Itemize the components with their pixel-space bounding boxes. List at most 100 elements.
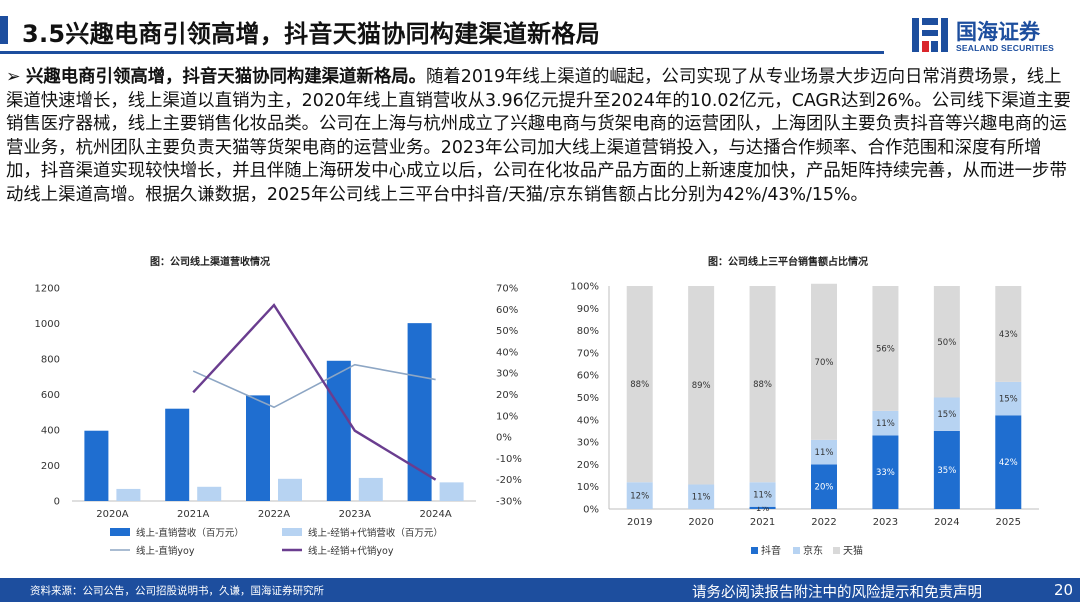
chart1-y-tick-label: 400 bbox=[41, 426, 60, 437]
chart2-bar-segment bbox=[811, 283, 837, 440]
chart2-data-label: 56% bbox=[876, 344, 895, 354]
chart2-x-tick-label: 2022 bbox=[811, 517, 836, 528]
chart2-bar-segment bbox=[749, 506, 776, 509]
chart2-bar-segment bbox=[811, 439, 837, 465]
chart2-bar-segment bbox=[688, 286, 715, 485]
page-title: 3.5兴趣电商引领高增，抖音天猫协同构建渠道新格局 bbox=[22, 20, 601, 48]
chart1-y2-tick-label: 50% bbox=[496, 326, 518, 337]
chart2-data-label: 43% bbox=[999, 330, 1018, 340]
chart2-bar-segment bbox=[626, 482, 653, 509]
chart2-data-label: 33% bbox=[876, 468, 895, 478]
chart2-x-tick-label: 2019 bbox=[627, 517, 652, 528]
chart2-legend-swatch bbox=[793, 547, 800, 554]
online-revenue-chart: 0 200 400 600 800 1000 1200 -30% -20% -10% 0% 10% 20… bbox=[35, 284, 522, 558]
chart1-y-tick-label: 1000 bbox=[35, 319, 60, 330]
body-paragraph: ➢ 兴趣电商引领高增，抖音天猫协同构建渠道新格局。随着2019年线上渠道的崛起，公… bbox=[6, 66, 1072, 208]
chart2-bar-segment bbox=[749, 482, 776, 507]
chart1-y2-tick-label: 70% bbox=[496, 284, 518, 295]
chart1-yoy-line bbox=[192, 363, 436, 409]
chart1-legend-label: 线上-直销yoy bbox=[136, 545, 195, 557]
chart2-data-label: 20% bbox=[815, 483, 834, 493]
sealand-logo-icon bbox=[912, 18, 948, 52]
chart2-legend-label: 天猫 bbox=[843, 544, 863, 557]
chart1-x-tick-label: 2020A bbox=[96, 509, 128, 520]
chart2-y-tick-label: 100% bbox=[570, 282, 599, 293]
chart1-x-tick-label: 2022A bbox=[258, 509, 290, 520]
chart2-bar-segment bbox=[995, 415, 1022, 509]
chart1-y-tick-label: 200 bbox=[41, 461, 60, 472]
chart2-legend-label: 京东 bbox=[803, 544, 823, 557]
footer-disclaimer: 请务必阅读报告附注中的风险提示和免责声明 bbox=[692, 585, 982, 601]
chart2-y-tick-label: 60% bbox=[577, 371, 599, 382]
chart2-data-label: 15% bbox=[937, 410, 956, 420]
chart2-data-label: 11% bbox=[876, 419, 895, 429]
chart2-legend-swatch bbox=[833, 547, 840, 554]
title-underline bbox=[0, 51, 884, 54]
chart1-y2-tick-label: 60% bbox=[496, 305, 518, 316]
chart2-bar-segment bbox=[749, 286, 776, 483]
chart1-legend-swatch bbox=[282, 528, 302, 536]
chart2-data-label: 15% bbox=[999, 395, 1018, 405]
chart1-y2-tick-label: 10% bbox=[496, 411, 518, 422]
chart2-x-tick-label: 2023 bbox=[873, 517, 898, 528]
chart2-data-label: 1% bbox=[756, 504, 770, 514]
chart2-data-label: 11% bbox=[753, 491, 772, 501]
chart1-legend-label: 线上-直销营收（百万元） bbox=[136, 527, 244, 539]
chart1-bar bbox=[197, 486, 222, 501]
chart2-bar-segment bbox=[626, 286, 653, 483]
chart1-bar bbox=[326, 360, 351, 501]
chart1-bar bbox=[358, 477, 383, 501]
chart1-legend-swatch bbox=[110, 528, 130, 536]
chart1-y-tick-label: 800 bbox=[41, 355, 60, 366]
chart1-x-tick-label: 2021A bbox=[177, 509, 209, 520]
chart2-data-label: 35% bbox=[937, 466, 956, 476]
chart2-data-label: 88% bbox=[753, 380, 772, 390]
title-bar: 3.5兴趣电商引领高增，抖音天猫协同构建渠道新格局 bbox=[0, 0, 1080, 56]
chart2-y-tick-label: 20% bbox=[577, 460, 599, 471]
chart1-bar bbox=[84, 430, 109, 501]
chart1-y2-tick-label: -30% bbox=[496, 497, 522, 508]
chart2-bar-segment bbox=[933, 397, 960, 431]
chart2-bar-segment bbox=[688, 484, 715, 509]
chart2-data-label: 42% bbox=[999, 458, 1018, 468]
chart2-bar-segment bbox=[933, 286, 960, 398]
chart1-yoy-line bbox=[192, 303, 437, 481]
chart2-y-tick-label: 10% bbox=[577, 482, 599, 493]
company-logo: 国海证券 SEALAND SECURITIES bbox=[910, 14, 1070, 56]
chart2-x-tick-label: 2024 bbox=[934, 517, 959, 528]
chart1-y2-tick-label: -20% bbox=[496, 475, 522, 486]
chart2-legend-swatch bbox=[751, 547, 758, 554]
chart2-bar-segment bbox=[872, 286, 899, 411]
chart2-y-tick-label: 70% bbox=[577, 348, 599, 359]
chart1-y2-tick-label: 30% bbox=[496, 369, 518, 380]
chart1-y-tick-label: 1200 bbox=[35, 284, 60, 295]
chart1-y2-tick-label: 40% bbox=[496, 347, 518, 358]
chart2-data-label: 89% bbox=[692, 381, 711, 391]
chart1-y2-tick-label: 20% bbox=[496, 390, 518, 401]
chart2-data-label: 50% bbox=[937, 338, 956, 348]
chart1-x-tick-label: 2024A bbox=[419, 509, 451, 520]
chart1-bar bbox=[439, 482, 464, 501]
chart2-x-tick-label: 2020 bbox=[688, 517, 713, 528]
chart1-bar bbox=[246, 395, 270, 501]
chart1-y-tick-label: 0 bbox=[54, 497, 60, 508]
chart2-x-tick-label: 2025 bbox=[996, 517, 1021, 528]
chart1-title: 图：公司线上渠道营收情况 bbox=[150, 257, 270, 268]
footer-source: 资料来源：公司公告，公司招股说明书，久谦，国海证券研究所 bbox=[30, 585, 324, 597]
chart2-data-label: 11% bbox=[692, 493, 711, 503]
platform-share-chart: 0% 10% 20% 30% 40% 50% 60% 70% 80% 90% 100% 2019 202… bbox=[570, 282, 1039, 557]
chart2-y-tick-label: 30% bbox=[577, 438, 599, 449]
chart2-bar-segment bbox=[872, 410, 899, 436]
chart2-y-tick-label: 80% bbox=[577, 326, 599, 337]
chart2-data-label: 88% bbox=[630, 380, 649, 390]
page-number: 20 bbox=[1054, 581, 1074, 599]
chart2-bar-segment bbox=[811, 464, 837, 509]
chart1-bar bbox=[165, 408, 190, 501]
chart2-title: 图：公司线上三平台销售额占比情况 bbox=[708, 257, 868, 268]
chart1-y-tick-label: 600 bbox=[41, 390, 60, 401]
chart2-bar-segment bbox=[933, 430, 960, 509]
chart2-bar-segment bbox=[995, 286, 1022, 382]
chart1-x-tick-label: 2023A bbox=[339, 509, 371, 520]
chart1-y2-tick-label: 0% bbox=[496, 433, 512, 444]
chart2-y-tick-label: 50% bbox=[577, 393, 599, 404]
